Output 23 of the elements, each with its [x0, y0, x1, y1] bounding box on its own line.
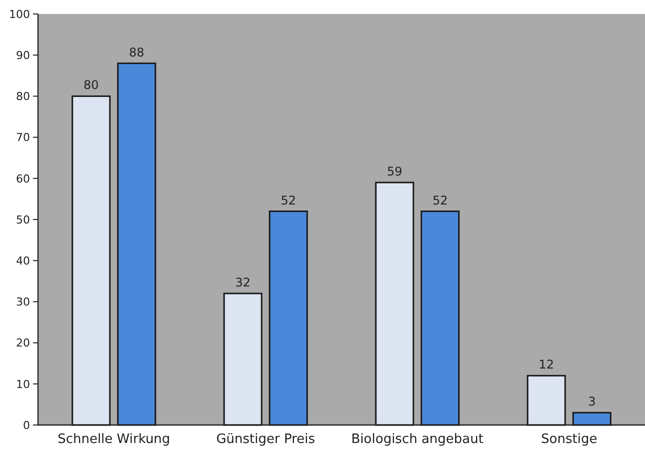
data-label: 59: [386, 164, 402, 179]
data-label: 52: [432, 193, 448, 208]
data-label: 3: [588, 394, 596, 409]
y-tick-label: 30: [16, 296, 30, 309]
x-tick-label: Biologisch angebaut: [351, 432, 484, 447]
data-label: 32: [235, 275, 251, 290]
y-tick-label: 50: [16, 213, 30, 226]
data-label: 88: [128, 45, 144, 60]
y-tick-label: 40: [16, 254, 30, 268]
y-tick-label: 70: [16, 131, 30, 144]
y-tick-label: 20: [16, 336, 30, 350]
data-label: 52: [280, 193, 296, 208]
y-tick-label: 100: [9, 8, 30, 21]
y-tick-label: 10: [16, 378, 30, 391]
y-tick-label: 80: [16, 90, 30, 104]
y-tick-label: 90: [16, 48, 30, 62]
x-tick-label: Sonstige: [541, 432, 598, 447]
x-tick-label: Schnelle Wirkung: [58, 432, 170, 447]
y-tick-label: 0: [23, 418, 30, 432]
y-tick-label: 60: [16, 172, 30, 186]
x-tick-label: Günstiger Preis: [216, 432, 316, 447]
data-label: 80: [83, 78, 99, 92]
data-label: 12: [538, 358, 554, 372]
